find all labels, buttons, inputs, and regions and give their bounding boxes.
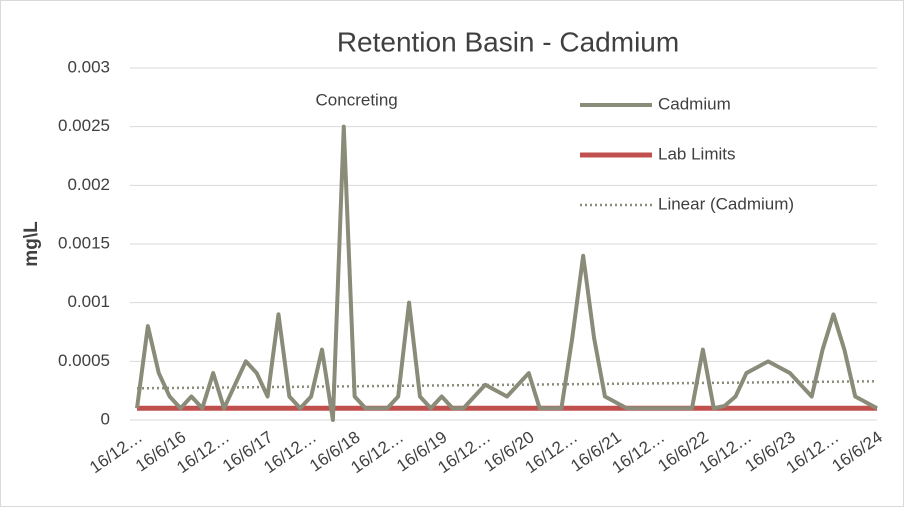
- legend-label: Linear (Cadmium): [658, 194, 794, 213]
- y-tick-label: 0.002: [67, 175, 110, 194]
- y-tick-label: 0.0015: [58, 233, 110, 252]
- y-tick-label: 0.003: [67, 57, 110, 76]
- y-tick-label: 0.0005: [58, 351, 110, 370]
- annotation: Concreting: [316, 90, 398, 109]
- y-tick-label: 0.0025: [58, 116, 110, 135]
- series-line: [135, 124, 878, 422]
- y-tick-label: 0.001: [67, 292, 110, 311]
- legend-label: Lab Limits: [658, 144, 735, 163]
- y-axis-label: mg\L: [21, 221, 42, 267]
- legend-label: Cadmium: [658, 94, 731, 113]
- trendline: [136, 380, 878, 390]
- y-tick-label: 0: [101, 409, 110, 428]
- chart-title: Retention Basin - Cadmium: [337, 26, 679, 57]
